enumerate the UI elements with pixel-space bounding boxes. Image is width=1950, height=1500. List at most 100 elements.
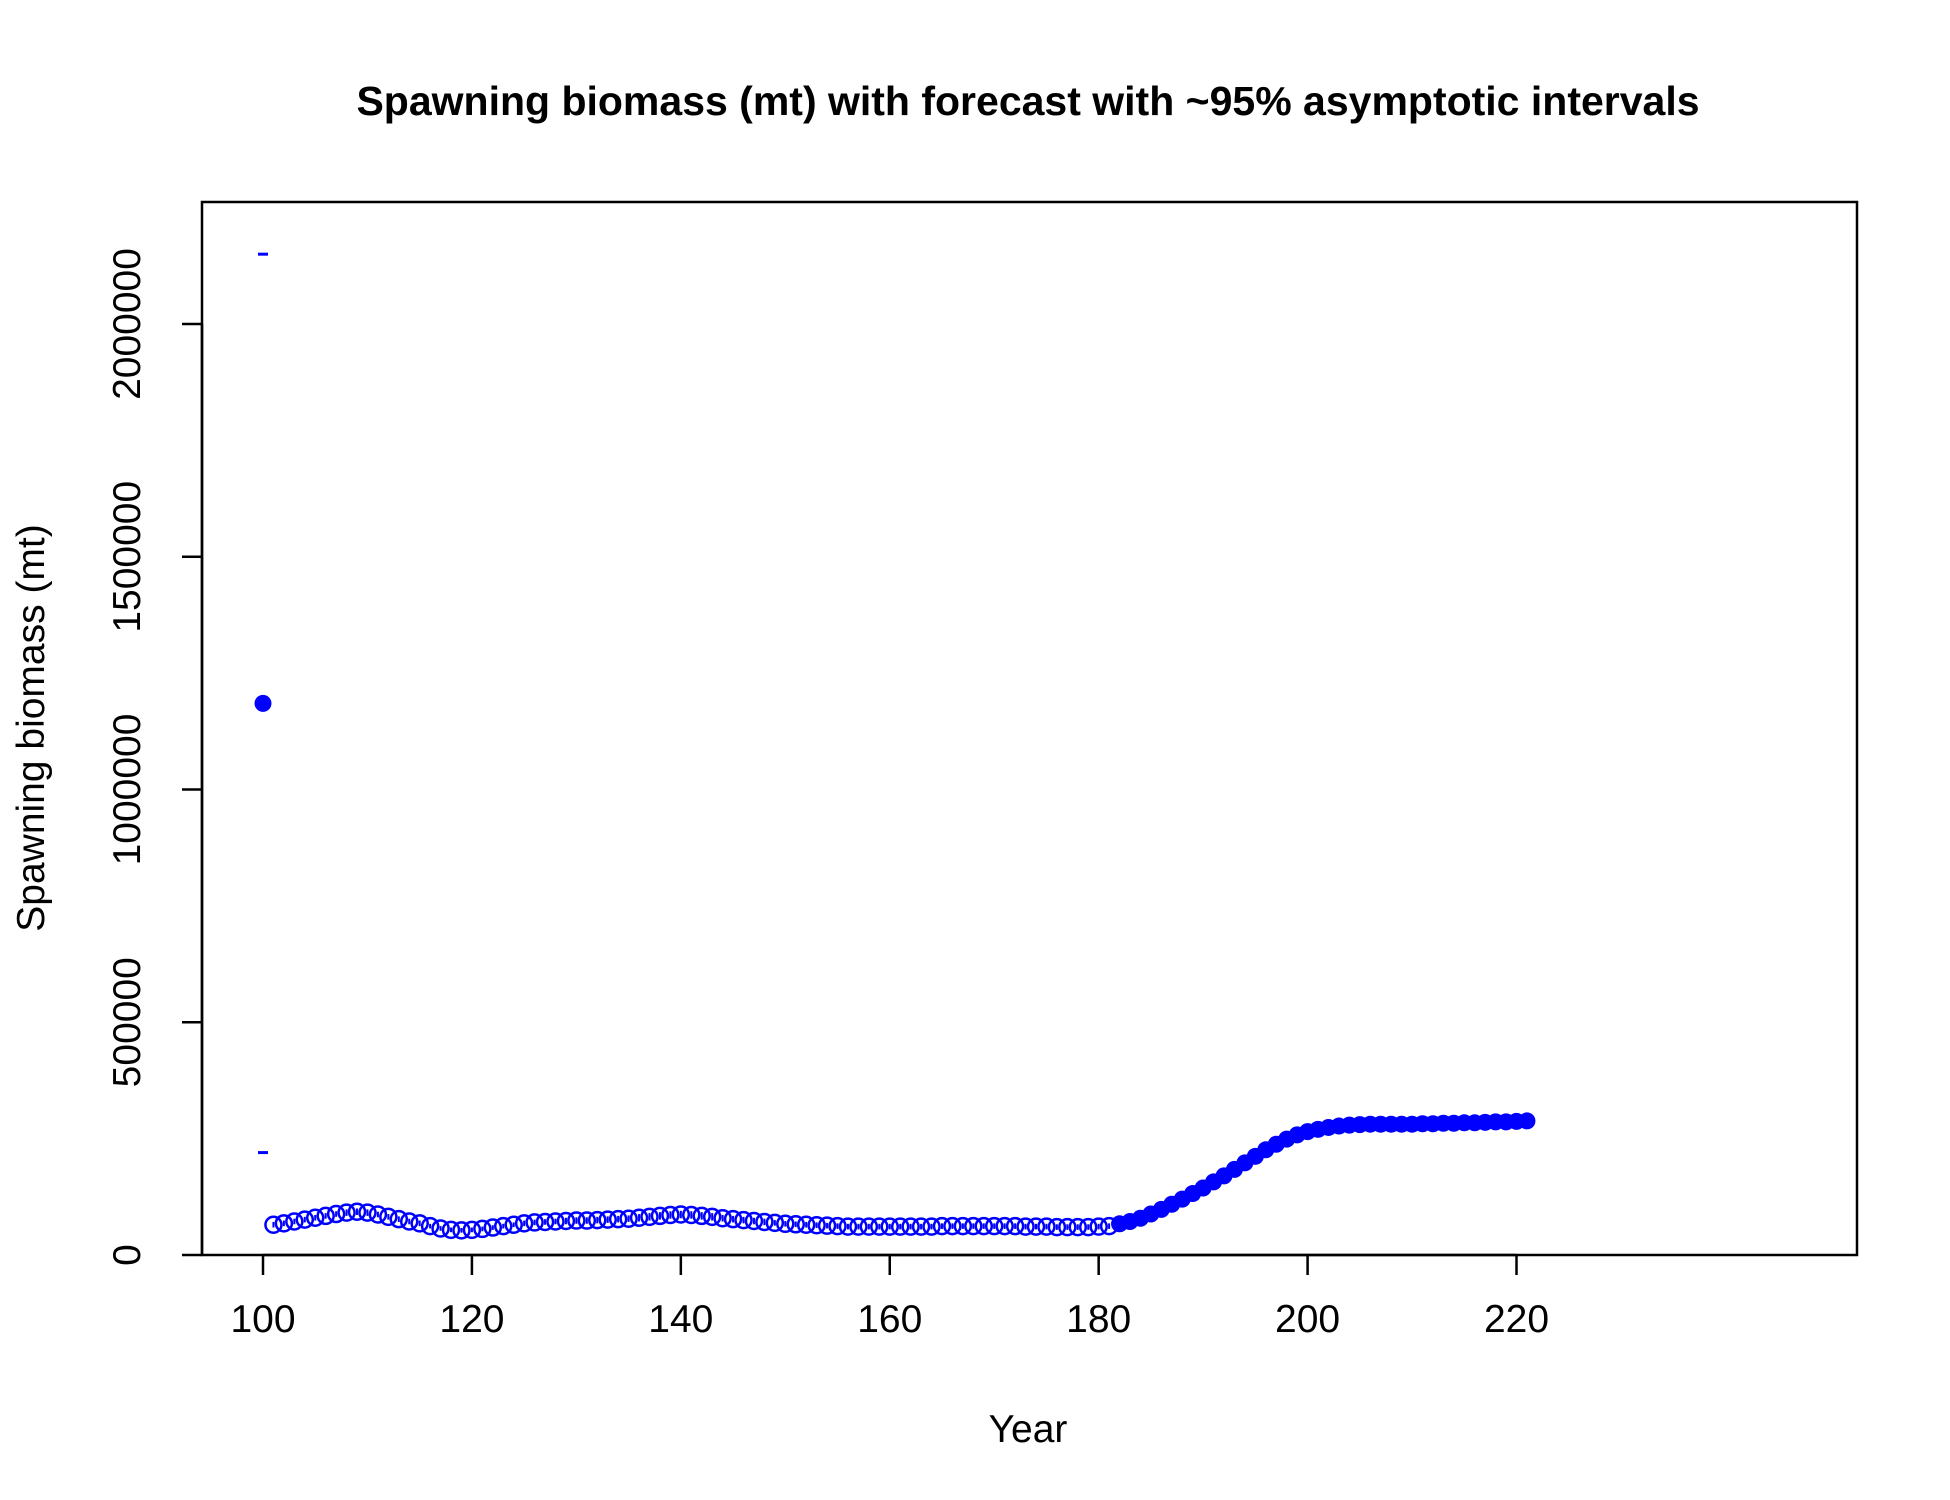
- estimate-point: [285, 1212, 304, 1231]
- virgin-point: [254, 694, 272, 712]
- y-tick-label: 500000: [106, 957, 149, 1087]
- estimate-point: [964, 1216, 983, 1236]
- estimate-point: [504, 1215, 523, 1234]
- estimate-point: [974, 1216, 994, 1236]
- estimate-point: [849, 1217, 868, 1236]
- estimate-point: [368, 1205, 388, 1224]
- y-tick-label: 1500000: [106, 481, 149, 633]
- estimate-point: [326, 1204, 346, 1224]
- estimate-point: [588, 1210, 607, 1230]
- estimate-point: [567, 1211, 586, 1230]
- estimate-point: [1037, 1217, 1056, 1236]
- estimate-point: [890, 1217, 910, 1236]
- estimate-point: [316, 1206, 335, 1226]
- estimate-point: [755, 1212, 774, 1232]
- estimate-point: [995, 1216, 1014, 1236]
- y-tick-label: 0: [106, 1244, 149, 1266]
- x-tick-label: 180: [1066, 1298, 1131, 1341]
- x-axis-label: Year: [989, 1408, 1068, 1451]
- estimate-point: [1078, 1217, 1098, 1237]
- estimate-point: [640, 1207, 659, 1227]
- estimate-point: [546, 1212, 565, 1231]
- estimate-point: [619, 1209, 638, 1228]
- estimate-point: [556, 1211, 576, 1231]
- error-bars: [258, 252, 1111, 1233]
- y-tick-label: 2000000: [106, 248, 149, 400]
- estimate-point: [828, 1216, 847, 1236]
- estimate-point: [608, 1209, 628, 1229]
- estimate-point: [431, 1219, 450, 1238]
- estimate-point: [796, 1215, 816, 1234]
- x-tick-label: 120: [439, 1298, 504, 1341]
- estimate-point: [901, 1217, 920, 1236]
- estimate-point: [922, 1217, 941, 1236]
- estimate-point: [337, 1203, 356, 1222]
- y-axis: 0 500000 1000000 1500000 2000000: [106, 248, 204, 1266]
- estimate-point: [1026, 1217, 1046, 1236]
- x-tick-label: 100: [230, 1298, 295, 1341]
- estimate-point: [661, 1205, 680, 1225]
- estimate-point: [295, 1210, 315, 1229]
- estimate-point: [817, 1216, 837, 1235]
- estimate-point: [358, 1203, 377, 1222]
- estimate-point: [452, 1221, 471, 1240]
- estimate-point: [723, 1209, 743, 1229]
- estimate-point: [577, 1211, 597, 1230]
- estimate-point: [441, 1220, 461, 1240]
- estimate-point: [734, 1210, 753, 1230]
- estimate-point: [379, 1207, 398, 1227]
- estimate-point: [671, 1205, 691, 1224]
- estimate-point: [410, 1214, 429, 1233]
- estimate-point: [911, 1217, 931, 1236]
- estimate-point: [744, 1211, 764, 1231]
- data-points: [254, 694, 1536, 1240]
- estimate-point: [420, 1216, 440, 1236]
- estimate-point: [984, 1216, 1004, 1236]
- estimate-point: [702, 1207, 722, 1227]
- estimate-point: [494, 1216, 513, 1236]
- estimate-point: [598, 1210, 617, 1229]
- forecast-point: [1518, 1112, 1536, 1130]
- estimate-point: [483, 1218, 503, 1237]
- estimate-point: [953, 1216, 973, 1236]
- estimate-point: [870, 1217, 889, 1236]
- x-tick-label: 160: [857, 1298, 922, 1341]
- y-axis-label: Spawning biomass (mt): [10, 524, 53, 931]
- estimate-point: [943, 1216, 962, 1236]
- estimate-point: [765, 1213, 785, 1233]
- estimate-point: [692, 1206, 711, 1226]
- estimate-point: [389, 1209, 409, 1229]
- estimate-point: [682, 1205, 701, 1225]
- estimate-point: [347, 1202, 367, 1221]
- estimate-point: [838, 1217, 858, 1236]
- y-tick-label: 1000000: [106, 714, 149, 866]
- estimate-point: [274, 1214, 294, 1233]
- estimate-point: [1005, 1216, 1025, 1236]
- x-tick-label: 220: [1484, 1298, 1549, 1341]
- estimate-point: [1047, 1217, 1067, 1237]
- estimate-point: [462, 1220, 482, 1240]
- estimate-point: [525, 1213, 544, 1232]
- estimate-point: [399, 1212, 419, 1231]
- estimate-point: [514, 1214, 534, 1233]
- estimate-point: [473, 1219, 492, 1239]
- estimate-point: [786, 1215, 805, 1234]
- estimate-point: [807, 1215, 826, 1235]
- x-tick-label: 140: [648, 1298, 713, 1341]
- estimate-point: [859, 1217, 879, 1236]
- estimate-point: [1068, 1217, 1088, 1237]
- estimate-point: [932, 1216, 952, 1236]
- estimate-point: [880, 1217, 899, 1236]
- chart-title: Spawning biomass (mt) with forecast with…: [356, 78, 1699, 124]
- estimate-point: [1089, 1217, 1108, 1236]
- estimate-point: [535, 1212, 555, 1232]
- estimate-point: [305, 1208, 325, 1228]
- estimate-point: [713, 1208, 732, 1228]
- estimate-point: [1058, 1217, 1077, 1237]
- estimate-point: [776, 1214, 795, 1234]
- estimate-point: [1016, 1217, 1035, 1236]
- estimate-point: [629, 1208, 649, 1228]
- x-tick-label: 200: [1275, 1298, 1340, 1341]
